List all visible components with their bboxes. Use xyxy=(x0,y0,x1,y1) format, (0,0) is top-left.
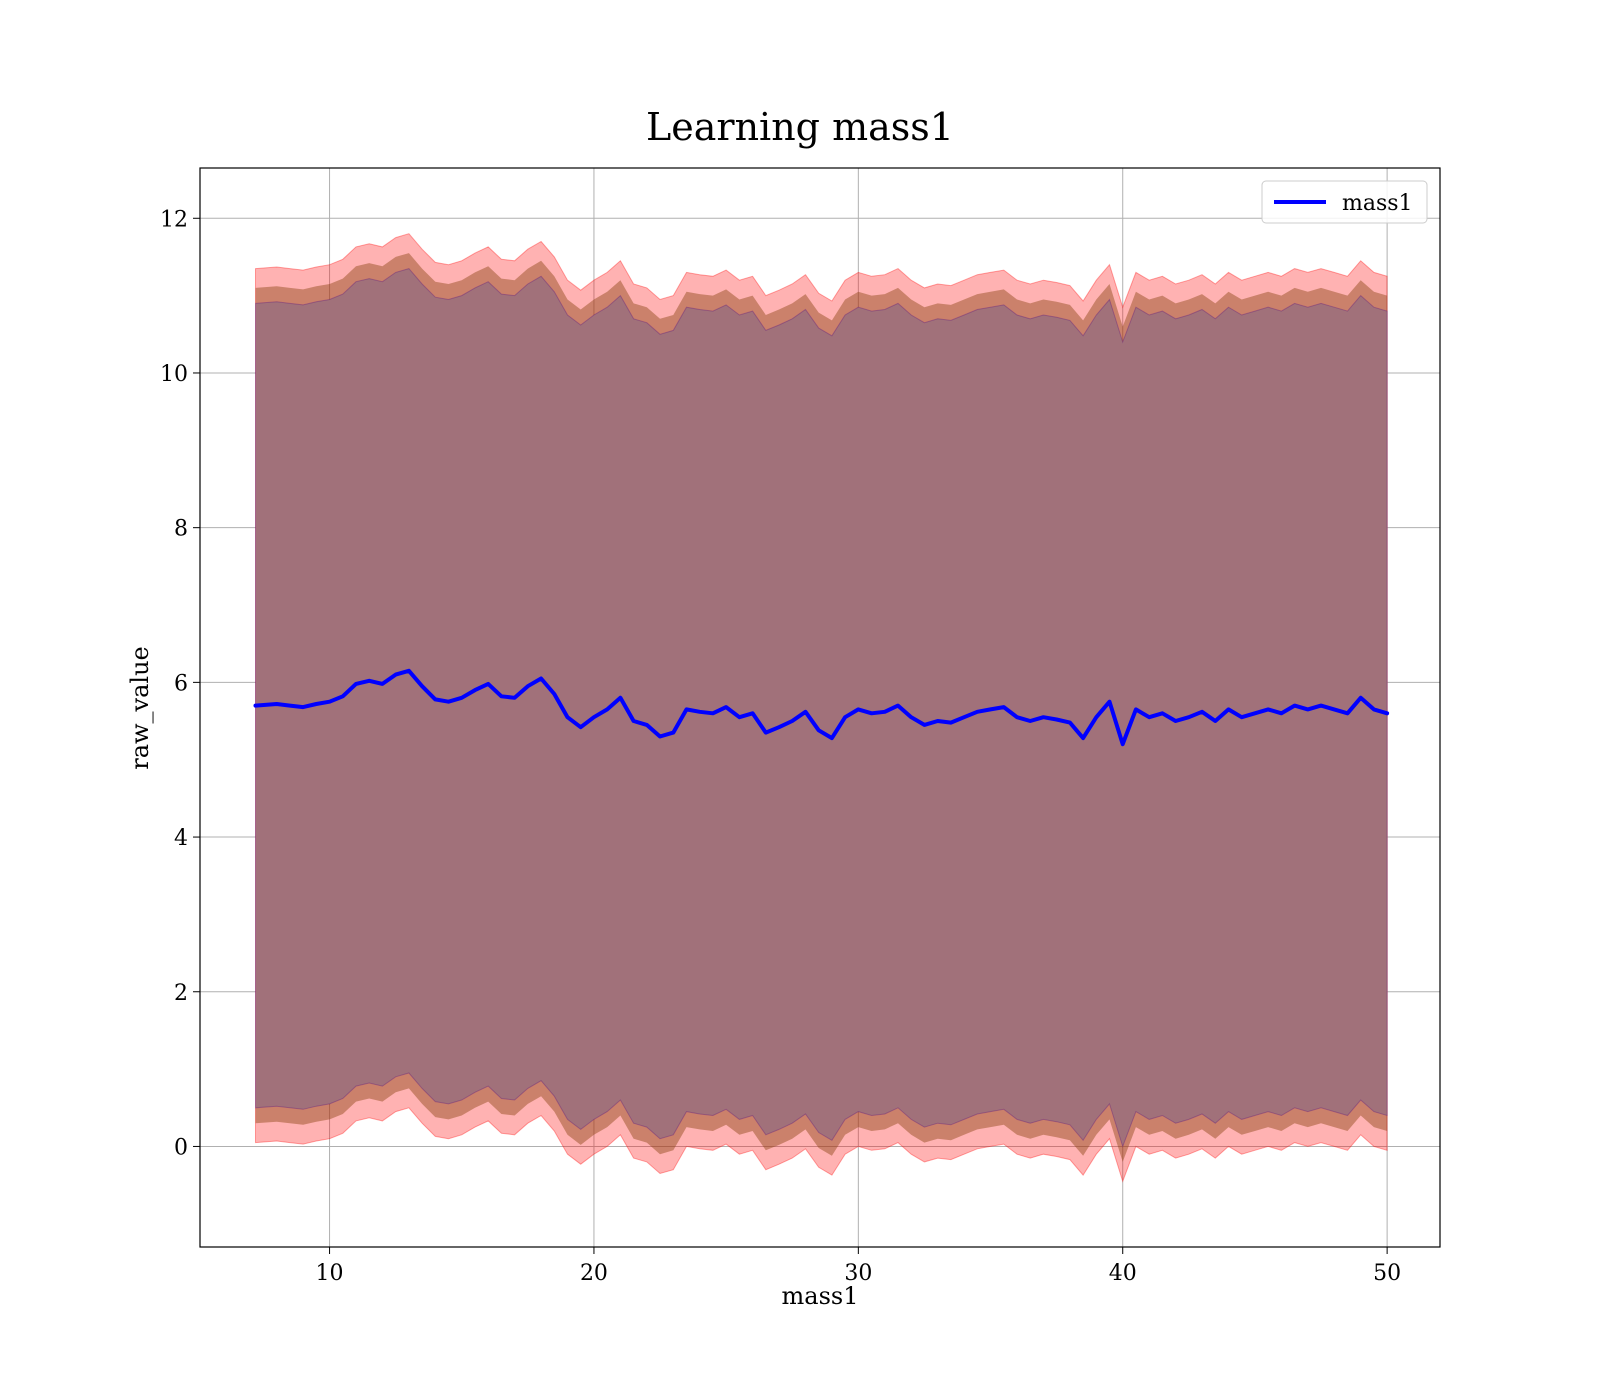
x-tick-label: 20 xyxy=(580,1261,608,1286)
y-axis-ticks: 0 2 4 6 8 10 12 xyxy=(160,207,200,1160)
x-tick-label: 30 xyxy=(844,1261,872,1286)
series-group xyxy=(253,668,1390,747)
x-axis-label: mass1 xyxy=(782,1282,859,1310)
band-inner xyxy=(255,268,1388,1148)
x-tick-label: 50 xyxy=(1373,1261,1401,1286)
uncertainty-bands xyxy=(255,233,1388,1183)
chart-title: Learning mass1 xyxy=(646,105,954,149)
y-tick-label: 10 xyxy=(160,362,188,387)
x-tick-label: 10 xyxy=(316,1261,344,1286)
legend: mass1 xyxy=(1261,180,1428,224)
x-tick-label: 40 xyxy=(1109,1261,1137,1286)
y-axis-label: raw_value xyxy=(126,646,154,770)
x-axis-ticks: 10 20 30 40 50 xyxy=(316,1247,1401,1286)
y-tick-label: 8 xyxy=(174,517,188,542)
y-tick-label: 4 xyxy=(174,826,188,851)
y-tick-label: 0 xyxy=(174,1135,188,1160)
y-tick-label: 2 xyxy=(174,981,188,1006)
y-tick-label: 12 xyxy=(160,207,188,232)
legend-label-mass1: mass1 xyxy=(1342,191,1413,216)
legend-box xyxy=(1261,180,1428,224)
series-line-mass1 xyxy=(253,668,1390,747)
y-tick-label: 6 xyxy=(174,671,188,696)
plot-frame xyxy=(199,167,1441,1248)
